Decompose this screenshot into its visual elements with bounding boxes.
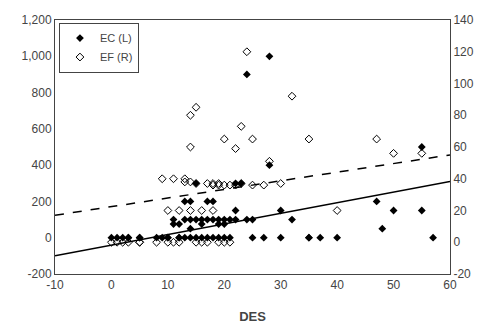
svg-text:DES: DES [239,309,266,324]
svg-text:1,000: 1,000 [22,49,52,63]
svg-text:20: 20 [218,278,232,292]
svg-text:-10: -10 [46,278,64,292]
svg-text:-20: -20 [453,267,471,281]
svg-text:100: 100 [453,77,473,91]
svg-text:140: 140 [453,13,473,27]
svg-text:10: 10 [161,278,175,292]
svg-text:30: 30 [274,278,288,292]
svg-text:60: 60 [443,278,457,292]
svg-text:EC (L): EC (L) [100,32,132,44]
svg-text:1,200: 1,200 [22,13,52,27]
svg-text:200: 200 [32,195,52,209]
svg-text:600: 600 [32,122,52,136]
svg-text:40: 40 [453,172,467,186]
svg-text:50: 50 [387,278,401,292]
svg-text:20: 20 [453,204,467,218]
svg-text:60: 60 [453,140,467,154]
svg-text:40: 40 [330,278,344,292]
svg-text:800: 800 [32,86,52,100]
svg-text:0: 0 [45,231,52,245]
svg-text:-200: -200 [28,267,52,281]
svg-text:400: 400 [32,158,52,172]
svg-text:0: 0 [453,235,460,249]
svg-text:0: 0 [108,278,115,292]
svg-text:EF (R): EF (R) [100,51,132,63]
svg-text:80: 80 [453,108,467,122]
svg-text:120: 120 [453,45,473,59]
